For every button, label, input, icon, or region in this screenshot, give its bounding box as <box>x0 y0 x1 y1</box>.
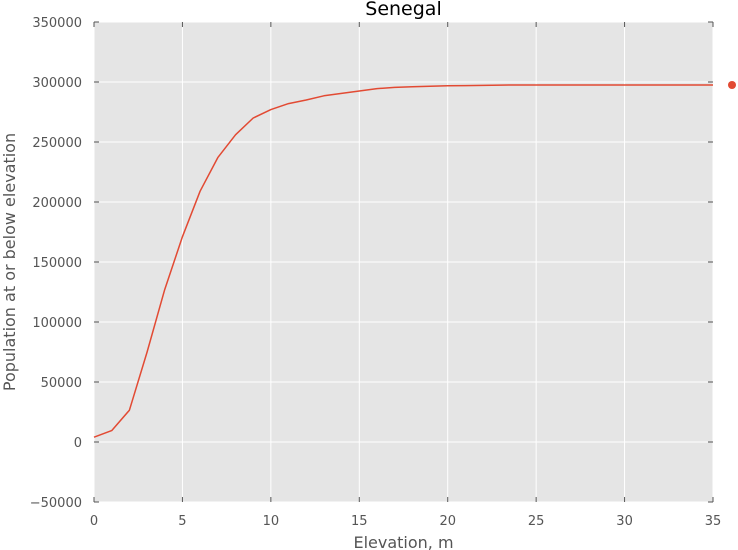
x-tick-label: 0 <box>90 514 98 529</box>
y-tick-label: −50000 <box>30 496 82 511</box>
axis-ticks <box>93 21 714 503</box>
x-tick-label: 10 <box>263 514 280 529</box>
x-tick-labels: 0 5 10 15 20 25 30 35 <box>90 514 721 529</box>
y-tick-label: 0 <box>74 436 82 451</box>
x-tick-label: 15 <box>351 514 368 529</box>
y-tick-label: 100000 <box>32 316 82 331</box>
y-tick-label: 250000 <box>32 136 82 151</box>
y-tick-label: 150000 <box>32 256 82 271</box>
x-tick-label: 5 <box>178 514 186 529</box>
series-layer <box>93 81 736 438</box>
x-tick-label: 20 <box>439 514 456 529</box>
x-tick-label: 30 <box>616 514 633 529</box>
y-tick-label: 300000 <box>32 76 82 91</box>
x-axis-label: Elevation, m <box>353 533 453 550</box>
y-tick-label: 50000 <box>41 376 82 391</box>
marker-point <box>728 81 736 89</box>
series-line <box>93 84 713 438</box>
y-tick-label: 200000 <box>32 196 82 211</box>
chart-title: Senegal <box>365 0 441 20</box>
x-tick-label: 35 <box>705 514 722 529</box>
y-tick-labels: −50000 0 50000 100000 150000 200000 250000 3000… <box>30 16 82 511</box>
x-tick-label: 25 <box>528 514 545 529</box>
grid-lines <box>93 21 714 503</box>
y-axis-label: Population at or below elevation <box>0 133 19 391</box>
y-tick-label: 350000 <box>32 16 82 31</box>
